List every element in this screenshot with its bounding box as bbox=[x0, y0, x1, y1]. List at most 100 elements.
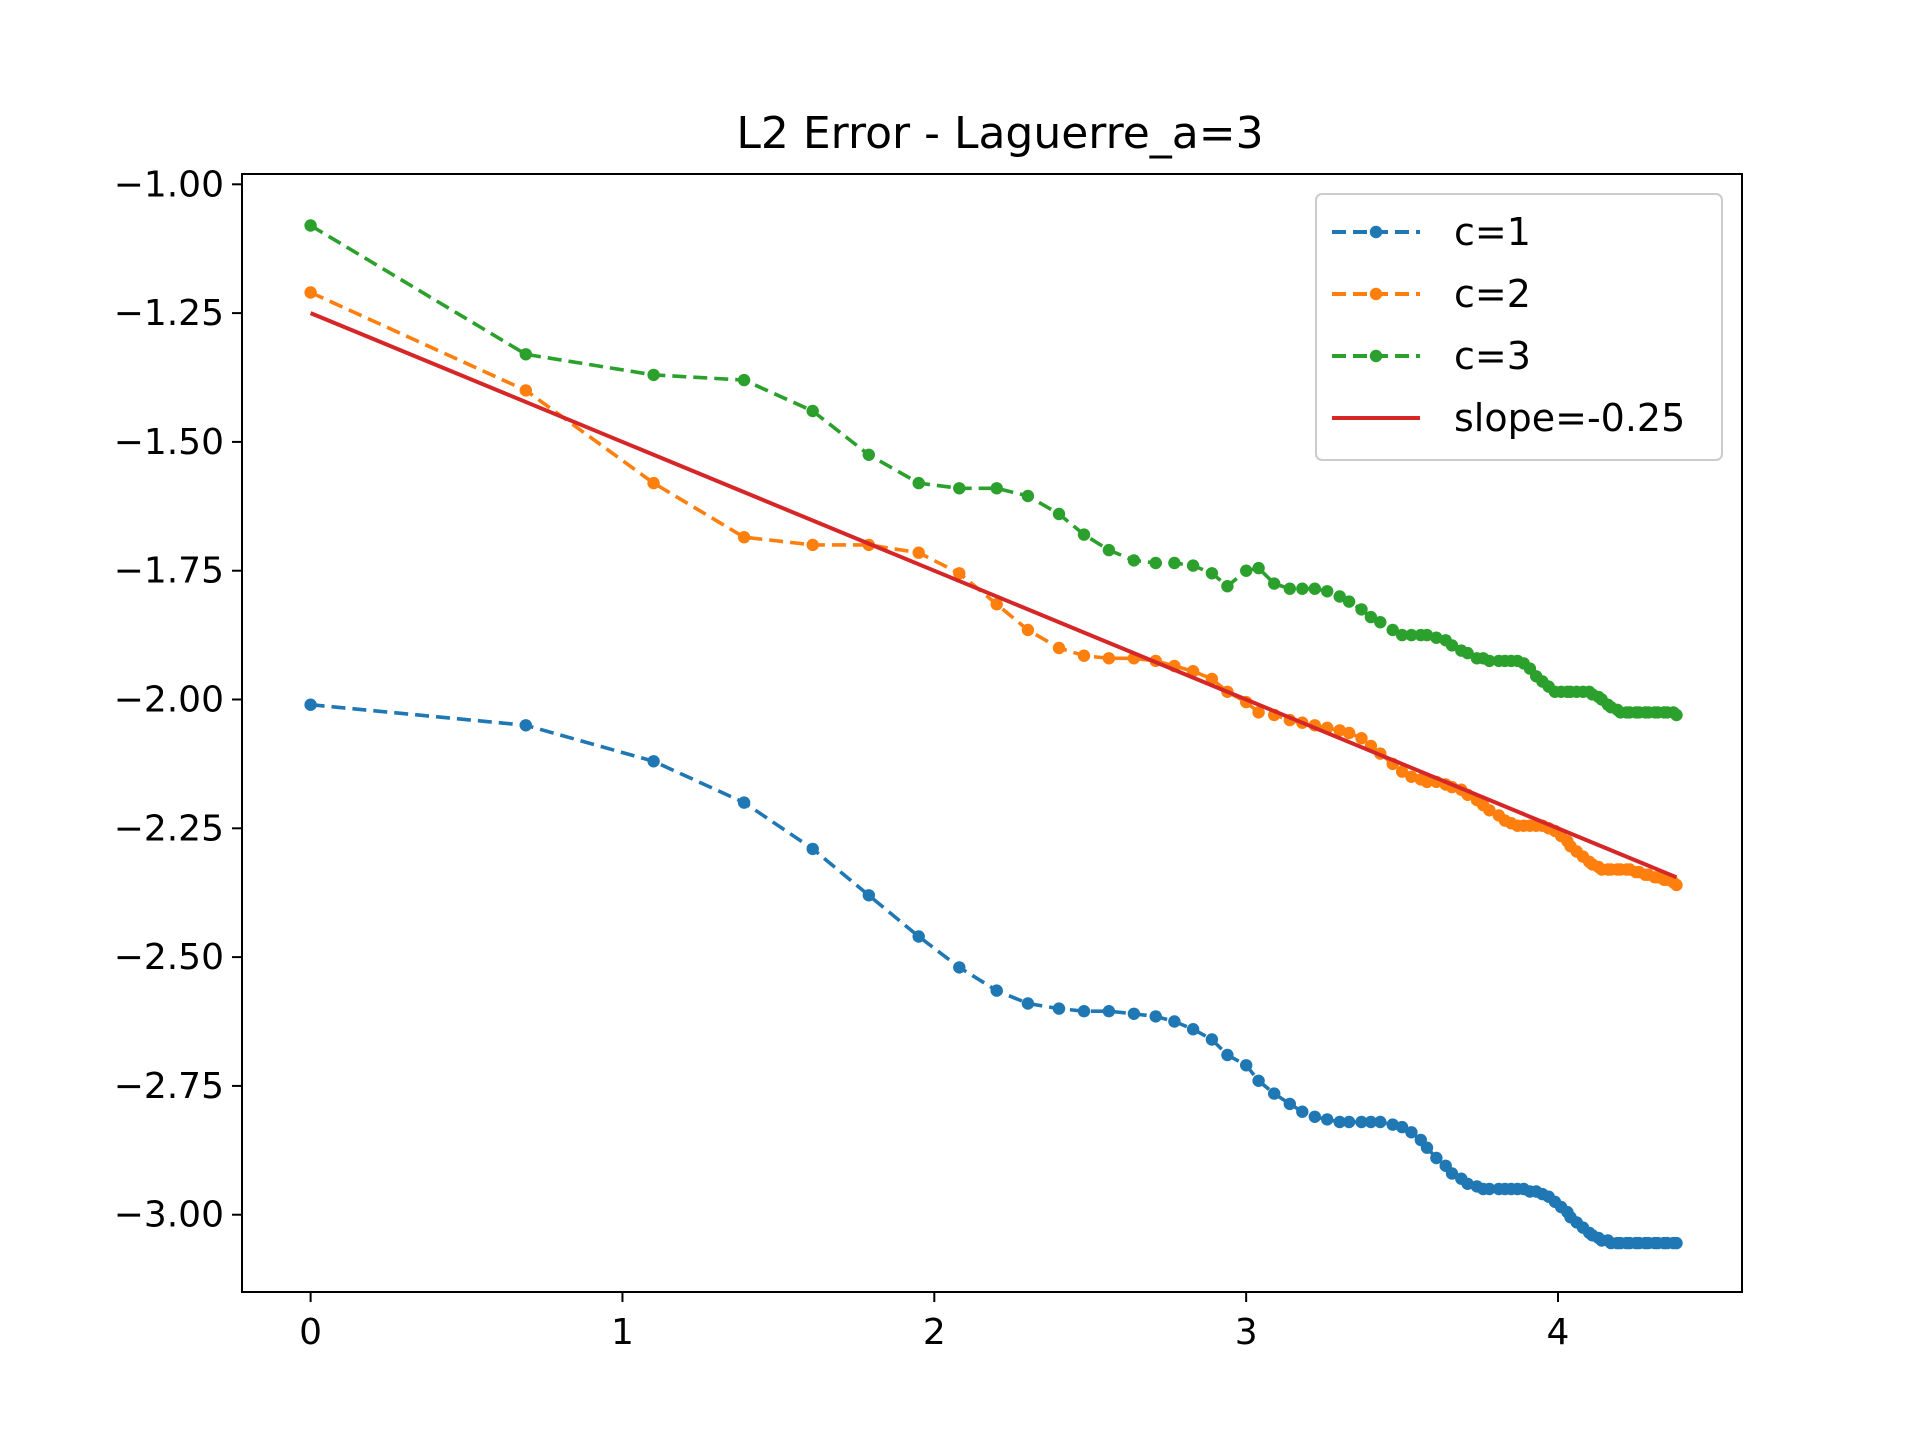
data-point bbox=[1342, 726, 1356, 740]
data-point bbox=[1077, 649, 1091, 662]
legend-item: slope=-0.25 bbox=[1332, 396, 1685, 440]
data-point bbox=[912, 546, 925, 559]
data-point bbox=[1321, 1113, 1334, 1126]
data-point bbox=[1252, 561, 1265, 575]
data-point bbox=[1395, 765, 1409, 778]
legend-item: c=2 bbox=[1332, 272, 1531, 316]
data-point bbox=[737, 796, 751, 809]
data-point bbox=[953, 482, 966, 495]
data-point bbox=[1420, 628, 1434, 642]
data-point bbox=[1149, 556, 1162, 570]
legend-label: c=2 bbox=[1454, 272, 1531, 316]
legend-item: c=3 bbox=[1332, 334, 1531, 378]
x-tick-label: 1 bbox=[611, 1312, 634, 1353]
data-point bbox=[1386, 623, 1399, 637]
data-point bbox=[1077, 1005, 1091, 1018]
data-point bbox=[1445, 639, 1459, 652]
y-tick-label: −1.75 bbox=[114, 551, 224, 592]
data-point bbox=[647, 368, 660, 382]
x-axis: 0 1 2 3 4 bbox=[299, 1292, 1569, 1353]
data-point bbox=[806, 842, 819, 856]
data-point bbox=[1445, 1167, 1459, 1180]
data-point bbox=[1240, 1059, 1253, 1072]
data-point bbox=[1483, 804, 1496, 817]
data-point bbox=[1333, 590, 1346, 603]
data-point bbox=[1283, 582, 1297, 595]
data-point bbox=[1420, 1141, 1434, 1154]
data-point bbox=[1321, 585, 1334, 598]
data-point bbox=[304, 219, 317, 232]
series-c-3 bbox=[304, 219, 1683, 722]
data-point bbox=[304, 698, 317, 711]
data-point bbox=[1670, 1236, 1683, 1250]
legend-item: c=1 bbox=[1332, 210, 1531, 254]
data-point bbox=[1420, 775, 1434, 789]
data-point bbox=[1252, 706, 1265, 719]
data-point bbox=[953, 567, 966, 580]
data-point bbox=[1405, 1126, 1418, 1139]
data-point bbox=[1186, 1022, 1200, 1036]
y-tick-label: −3.00 bbox=[114, 1195, 224, 1236]
data-point bbox=[1364, 610, 1378, 624]
data-point bbox=[1342, 595, 1356, 608]
data-point bbox=[1283, 1097, 1297, 1111]
data-point bbox=[1052, 641, 1066, 655]
data-point bbox=[1333, 724, 1346, 737]
series-slope-0-25 bbox=[309, 311, 1678, 880]
data-point bbox=[1430, 1151, 1443, 1165]
y-tick-label: −2.75 bbox=[114, 1066, 224, 1107]
data-point bbox=[1430, 631, 1443, 644]
data-point bbox=[1355, 732, 1368, 745]
data-point bbox=[1102, 1005, 1116, 1018]
data-point bbox=[953, 961, 966, 974]
data-point bbox=[1052, 507, 1066, 521]
data-point bbox=[1308, 582, 1322, 595]
data-point bbox=[862, 448, 875, 461]
legend-box bbox=[1315, 193, 1723, 461]
data-point bbox=[990, 598, 1003, 611]
data-point bbox=[1168, 1015, 1181, 1028]
data-point bbox=[862, 889, 875, 902]
data-point bbox=[304, 286, 317, 299]
data-point bbox=[1461, 1177, 1474, 1191]
x-tick-label: 3 bbox=[1235, 1312, 1258, 1353]
y-tick-label: −1.50 bbox=[114, 422, 224, 463]
data-point bbox=[647, 755, 660, 768]
chart-title: L2 Error - Laguerre_a=3 bbox=[736, 108, 1263, 159]
legend-label: c=1 bbox=[1454, 210, 1531, 254]
data-point bbox=[990, 482, 1003, 495]
legend-label: c=3 bbox=[1454, 334, 1531, 378]
data-point bbox=[1364, 1115, 1378, 1129]
data-point bbox=[1127, 1007, 1141, 1020]
data-point bbox=[737, 531, 751, 544]
data-point bbox=[1186, 559, 1200, 572]
data-point bbox=[1461, 646, 1474, 660]
data-point bbox=[1205, 567, 1219, 580]
x-tick-label: 0 bbox=[299, 1312, 322, 1353]
data-point bbox=[1355, 603, 1368, 616]
data-point bbox=[1205, 1033, 1219, 1046]
data-point bbox=[1127, 554, 1141, 567]
data-point bbox=[1333, 1115, 1346, 1129]
y-tick-label: −1.25 bbox=[114, 293, 224, 334]
data-point bbox=[1021, 997, 1035, 1010]
legend-marker bbox=[1369, 287, 1383, 301]
data-point bbox=[1021, 489, 1035, 503]
x-tick-label: 2 bbox=[923, 1312, 946, 1353]
x-tick-label: 4 bbox=[1547, 1312, 1570, 1353]
data-point bbox=[737, 373, 751, 387]
data-point bbox=[1308, 1110, 1322, 1124]
data-point bbox=[1395, 628, 1409, 642]
data-point bbox=[1483, 1182, 1496, 1196]
data-point bbox=[519, 719, 532, 732]
data-point bbox=[1342, 1115, 1356, 1129]
data-point bbox=[1268, 1087, 1281, 1100]
legend-label: slope=-0.25 bbox=[1454, 396, 1685, 440]
data-point bbox=[1296, 1105, 1309, 1118]
data-point bbox=[519, 348, 532, 361]
data-point bbox=[1395, 1120, 1409, 1134]
y-tick-label: −2.50 bbox=[114, 937, 224, 978]
data-point bbox=[1240, 564, 1253, 577]
data-point bbox=[1021, 623, 1035, 637]
data-point bbox=[1374, 616, 1387, 629]
